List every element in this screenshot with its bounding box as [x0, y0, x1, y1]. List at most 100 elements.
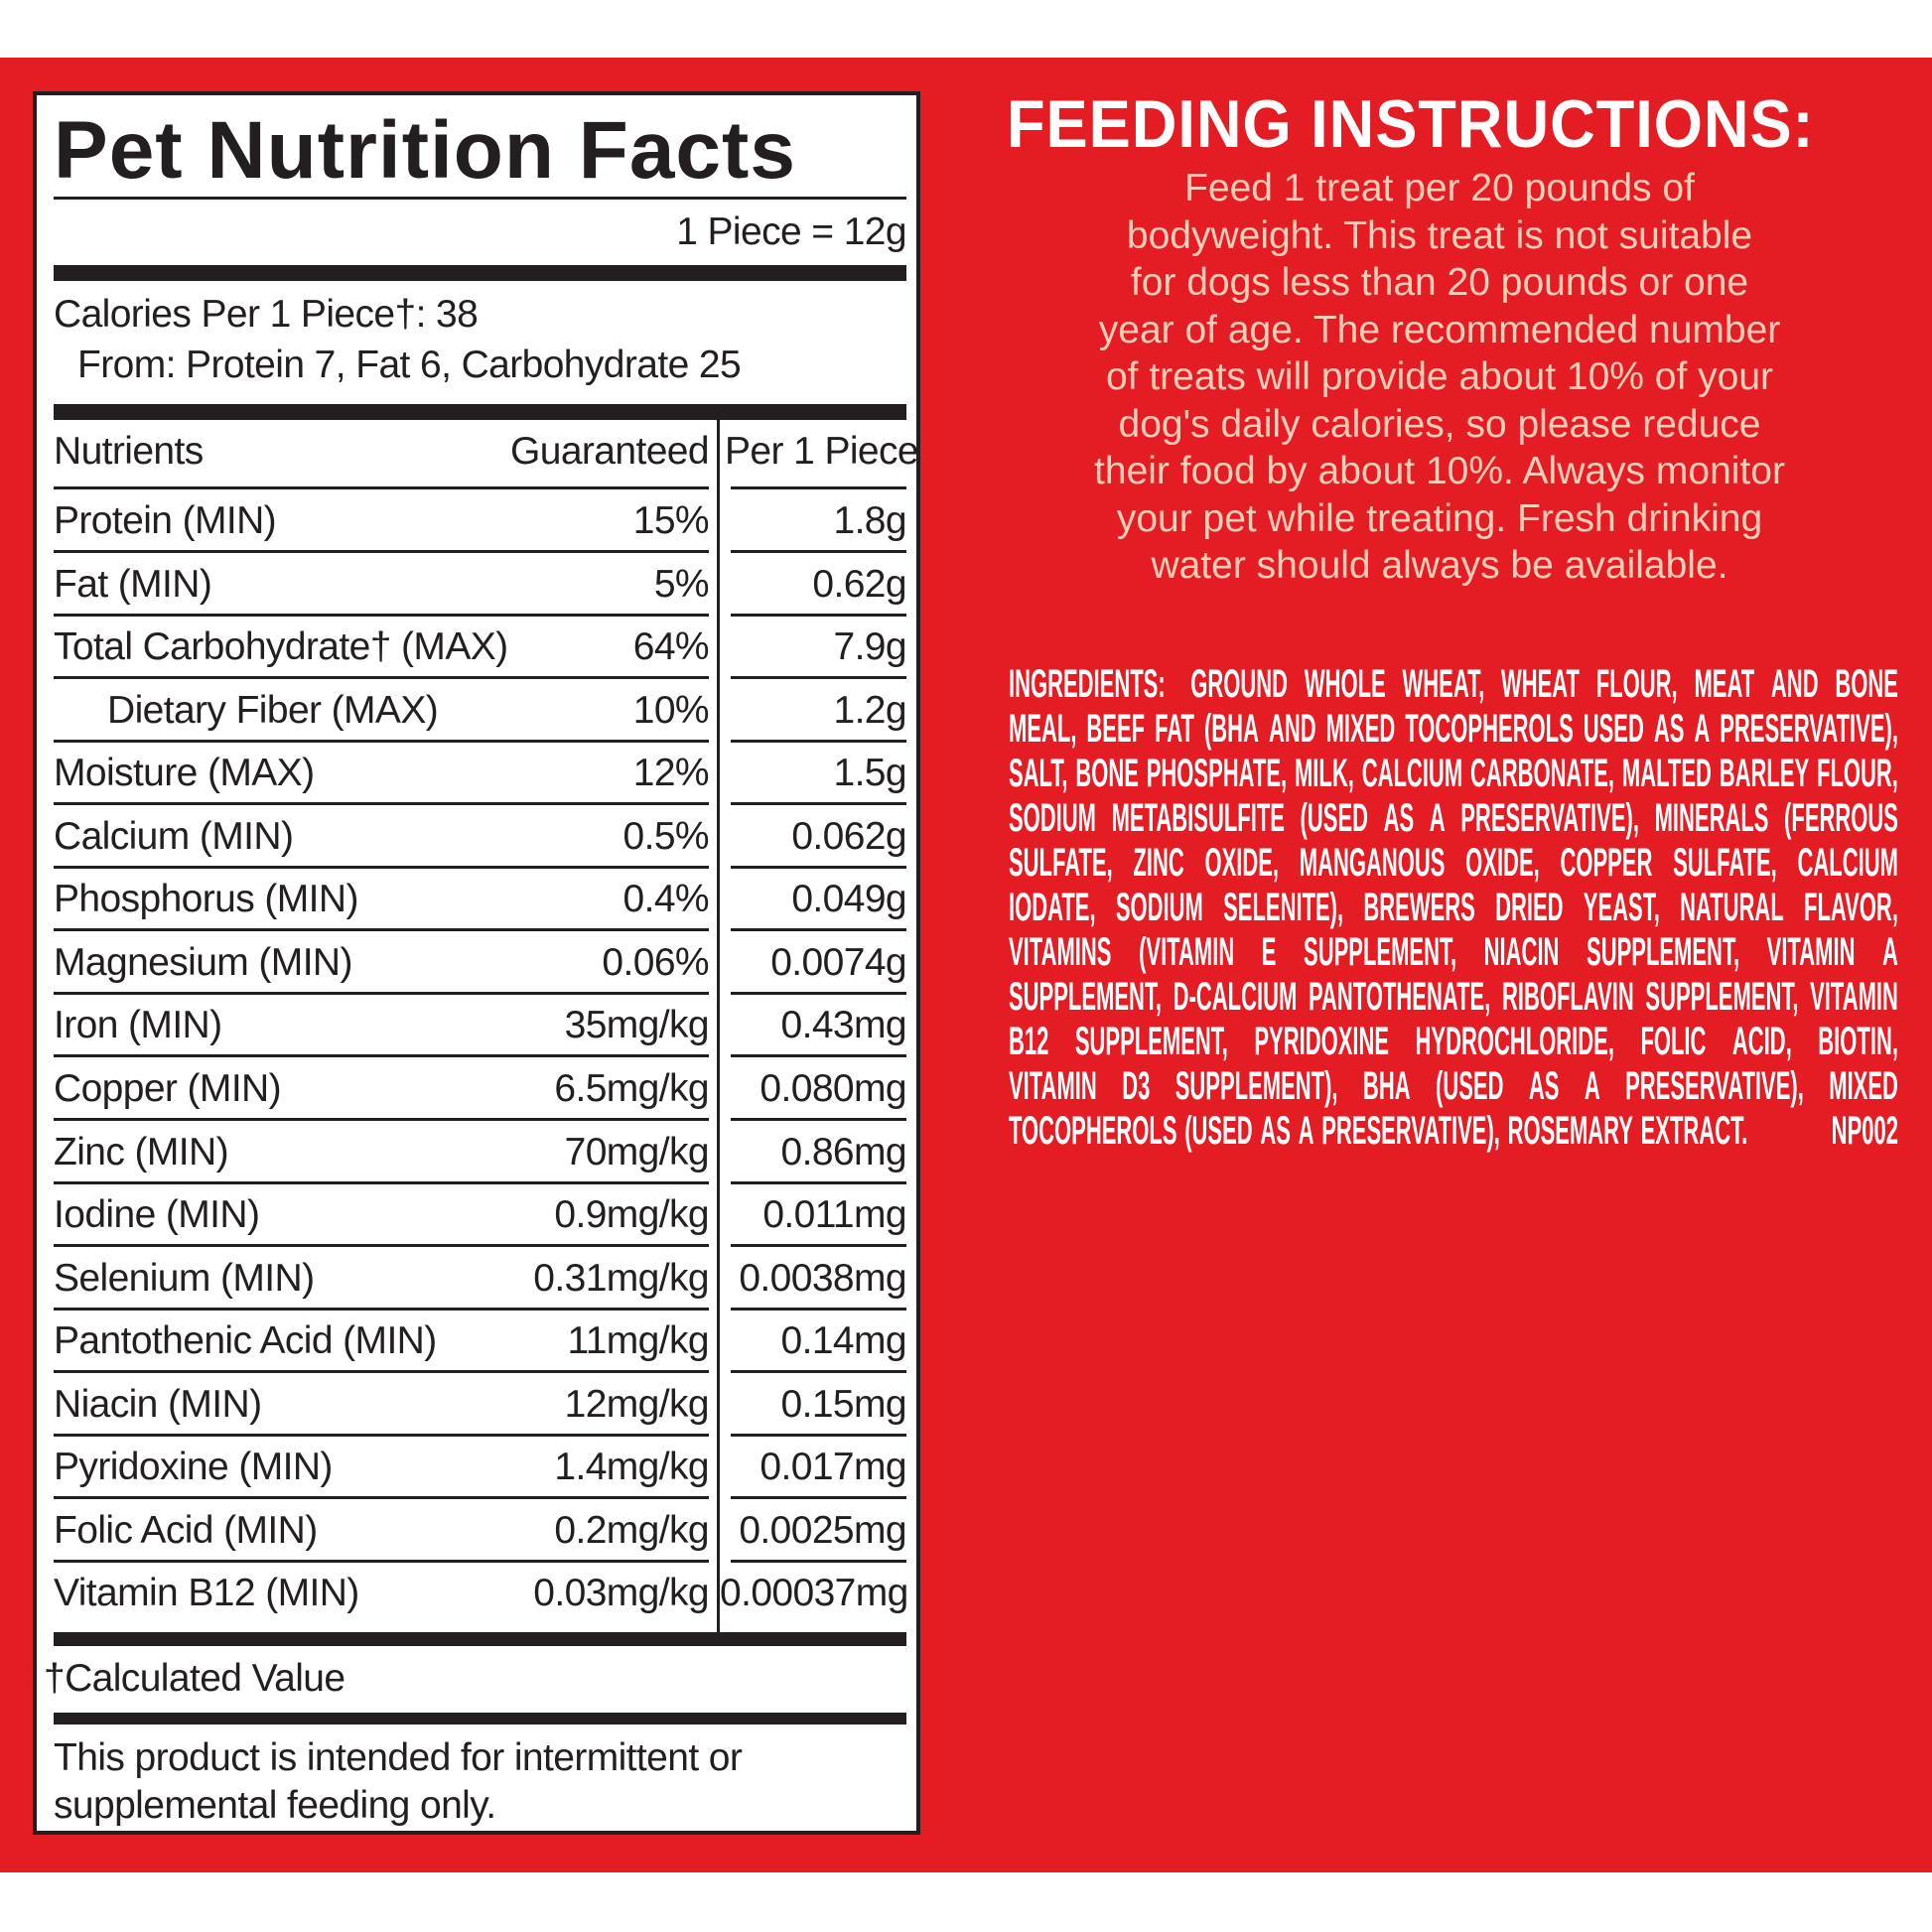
- ingredient-word: B12: [1009, 1020, 1049, 1063]
- ingredient-word: NATURAL: [1680, 886, 1784, 929]
- row-line: [54, 1434, 709, 1437]
- nutrient-per-piece: 0.14mg: [780, 1319, 907, 1362]
- nutrient-name: Calcium (MIN): [54, 815, 294, 858]
- ingredient-word: OXIDE,: [1465, 841, 1540, 885]
- ingredient-word: ROSEMARY: [1507, 1109, 1633, 1153]
- ingredient-word: FLOUR,: [1595, 662, 1678, 706]
- nutrient-name: Protein (MIN): [54, 499, 277, 542]
- nutrient-guaranteed: 15%: [632, 499, 710, 542]
- row-line: [731, 1181, 906, 1184]
- calories: Calories Per 1 Piece†: 38: [54, 293, 479, 336]
- ingredient-word: BIOTIN,: [1818, 1020, 1898, 1063]
- nutrient-per-piece: 0.011mg: [762, 1193, 906, 1236]
- ingredient-word: ACID,: [1731, 1020, 1792, 1063]
- row-line: [54, 1496, 709, 1499]
- ingredient-word: BREWERS: [1363, 886, 1475, 929]
- row-line: [731, 866, 906, 869]
- ingredient-word: SUPPLEMENT,: [1009, 975, 1163, 1019]
- ingredient-word: BONE: [1835, 662, 1898, 706]
- ingredient-word: COPPER: [1560, 841, 1653, 885]
- ingredient-word: FOLIC: [1640, 1020, 1707, 1063]
- feeding-line: your pet while treating. Fresh drinking: [1116, 497, 1763, 540]
- feeding-line: their food by about 10%. Always monitor: [1094, 450, 1785, 492]
- ingredient-word: VITAMIN: [1766, 930, 1856, 974]
- ingredient-word: D3: [1122, 1064, 1151, 1108]
- nutrient-per-piece: 1.8g: [833, 499, 906, 542]
- row-line: [54, 486, 709, 489]
- ingredient-word: GROUND: [1190, 662, 1289, 706]
- nutrient-name: Total Carbohydrate† (MAX): [54, 625, 508, 668]
- row-line: [731, 550, 906, 553]
- ingredient-word: RIBOFLAVIN: [1501, 975, 1634, 1019]
- ingredient-word: MEAT: [1694, 662, 1755, 706]
- nutrient-name: Folic Acid (MIN): [54, 1509, 318, 1552]
- feeding-line: dog's daily calories, so please reduce: [1118, 403, 1761, 446]
- ingredient-word: VITAMIN: [1009, 1064, 1097, 1108]
- divider-thick: [54, 1632, 906, 1646]
- ingredient-word: (FERROUS: [1784, 796, 1898, 840]
- row-line: [54, 676, 709, 679]
- ingredient-word: A: [1584, 1064, 1600, 1108]
- ingredient-word: (USED: [1184, 1109, 1253, 1153]
- ingredient-word: MILK,: [1294, 752, 1354, 795]
- nutrient-per-piece: 1.2g: [833, 689, 906, 732]
- row-line: [731, 1370, 906, 1373]
- ingredient-word: VITAMIN: [1810, 975, 1898, 1019]
- nutrient-guaranteed: 0.31mg/kg: [533, 1257, 709, 1300]
- ingredient-word: SULFATE,: [1673, 841, 1777, 885]
- row-line: [54, 928, 709, 931]
- ingredient-word: PHOSPHATE,: [1146, 752, 1288, 795]
- ingredient-word: SELENITE),: [1223, 886, 1344, 929]
- calories-from: From: Protein 7, Fat 6, Carbohydrate 25: [77, 344, 742, 386]
- row-line: [731, 676, 906, 679]
- ingredients-line: SULFATE, ZINC OXIDE, MANGANOUS OXIDE, COPPER S…: [1009, 843, 1898, 883]
- ingredient-word: MALTED: [1621, 752, 1712, 795]
- nutrient-guaranteed: 0.9mg/kg: [554, 1193, 709, 1236]
- divider-thick: [54, 265, 906, 281]
- ingredient-word: BEEF: [1086, 707, 1146, 751]
- ingredient-word: IODATE,: [1009, 886, 1096, 929]
- ingredient-word: (BHA: [1203, 707, 1259, 751]
- ingredient-word: WHEAT: [1500, 662, 1580, 706]
- nutrient-per-piece: 0.017mg: [759, 1446, 906, 1488]
- row-line: [54, 1181, 709, 1184]
- ingredient-word: PRESERVATIVE),: [1321, 1109, 1500, 1153]
- ingredient-word: PYRIDOXINE: [1254, 1020, 1390, 1063]
- ingredient-word: (USED: [1300, 796, 1369, 840]
- ingredients-line: INGREDIENTS: GROUND WHOLE WHEAT, WHEAT FLOUR,…: [1009, 664, 1898, 704]
- nutrient-per-piece: 0.0038mg: [739, 1257, 906, 1300]
- nutrient-guaranteed: 11mg/kg: [567, 1319, 710, 1362]
- serving-size: 1 Piece = 12g: [676, 210, 906, 253]
- nutrient-per-piece: 0.62g: [812, 563, 906, 606]
- ingredient-word: MIXED: [1829, 1064, 1898, 1108]
- ingredients-label: INGREDIENTS:: [1009, 662, 1166, 706]
- ingredient-word: TOCOPHEROLS: [1405, 707, 1574, 751]
- nutrient-guaranteed: 0.2mg/kg: [554, 1509, 709, 1552]
- nutrient-name: Iron (MIN): [54, 1004, 222, 1046]
- feeding-heading: FEEDING INSTRUCTIONS:: [1007, 86, 1815, 162]
- ingredient-word: SUPPLEMENT,: [1304, 930, 1457, 974]
- row-line: [731, 740, 906, 743]
- ingredients-line: B12 SUPPLEMENT, PYRIDOXINE HYDROCHLORIDE, FO…: [1009, 1022, 1898, 1061]
- ingredient-word: WHOLE: [1304, 662, 1386, 706]
- nutrient-name: Magnesium (MIN): [54, 941, 352, 984]
- row-line: [54, 550, 709, 553]
- nutrient-guaranteed: 10%: [632, 689, 710, 732]
- nutrient-guaranteed: 64%: [632, 625, 710, 668]
- ingredient-word: SUPPLEMENT),: [1174, 1064, 1338, 1108]
- ingredients-line: TOCOPHEROLS (USED AS A PRESERVATIVE), ROSEMAR…: [1009, 1111, 1898, 1151]
- ingredient-word: AS: [1528, 1064, 1560, 1108]
- ingredient-word: A: [1882, 930, 1898, 974]
- nutrient-guaranteed: 0.4%: [622, 878, 710, 920]
- row-line: [54, 866, 709, 869]
- feeding-line: bodyweight. This treat is not suitable: [1126, 214, 1753, 257]
- ingredient-word: (VITAMIN: [1139, 930, 1235, 974]
- ingredient-word: HYDROCHLORIDE,: [1415, 1020, 1614, 1063]
- nutrient-name: Pantothenic Acid (MIN): [54, 1319, 437, 1362]
- ingredient-word: CALCIUM: [1797, 841, 1898, 885]
- ingredient-word: EXTRACT.: [1640, 1109, 1748, 1153]
- ingredient-word: SODIUM: [1009, 796, 1096, 840]
- nutrient-guaranteed: 35mg/kg: [564, 1004, 710, 1046]
- ingredient-word: WHEAT,: [1402, 662, 1485, 706]
- ingredient-word: AND: [1770, 662, 1819, 706]
